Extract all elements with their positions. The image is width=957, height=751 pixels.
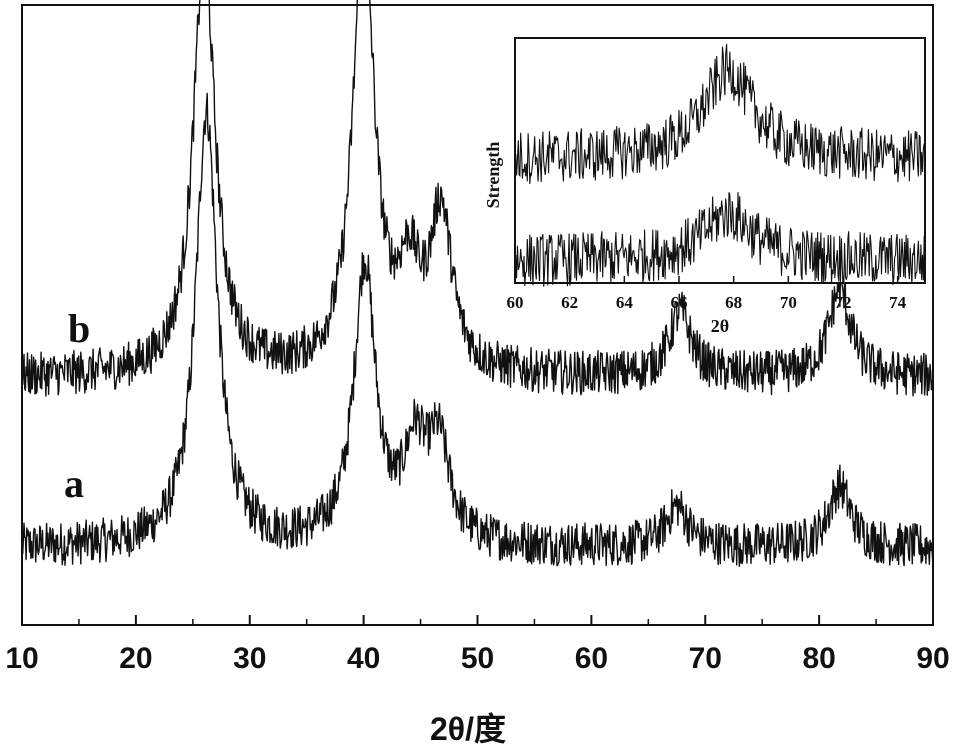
inset-series-group	[514, 43, 926, 287]
series-a-trace	[21, 92, 934, 567]
inset-x-tick-label: 70	[780, 293, 797, 312]
main-x-tick-label: 20	[119, 642, 152, 675]
inset-series-a-trace	[514, 192, 926, 287]
main-x-axis-title: 2θ/度	[430, 711, 506, 747]
inset-x-ticks: 60 62 64 66 68 70 72 74	[507, 276, 907, 312]
main-x-tick-label: 90	[916, 642, 949, 675]
inset-x-tick-label: 60	[507, 293, 524, 312]
series-label-a: a	[64, 461, 84, 506]
inset-series-b-trace	[514, 43, 926, 184]
inset-x-tick-label: 62	[561, 293, 578, 312]
main-x-tick-label: 70	[689, 642, 722, 675]
inset-x-tick-label: 72	[835, 293, 852, 312]
main-x-ticks: 10 20 30 40 50 60 70 80 90	[5, 615, 950, 675]
main-x-tick-label: 60	[575, 642, 608, 675]
inset-y-axis-title: Strength	[483, 142, 503, 209]
main-x-tick-label: 80	[802, 642, 835, 675]
inset-x-axis-title: 2θ	[711, 316, 729, 336]
series-label-b: b	[68, 306, 90, 351]
main-x-tick-label: 30	[233, 642, 266, 675]
inset-x-tick-label: 66	[671, 293, 688, 312]
main-series-group	[21, 0, 934, 567]
inset-x-tick-label: 64	[616, 293, 634, 312]
inset-x-tick-label: 74	[889, 293, 907, 312]
main-x-tick-label: 50	[461, 642, 494, 675]
series-b-trace	[21, 0, 934, 397]
inset-x-tick-label: 68	[725, 293, 742, 312]
main-x-tick-label: 40	[347, 642, 380, 675]
main-x-tick-label: 10	[5, 642, 38, 675]
